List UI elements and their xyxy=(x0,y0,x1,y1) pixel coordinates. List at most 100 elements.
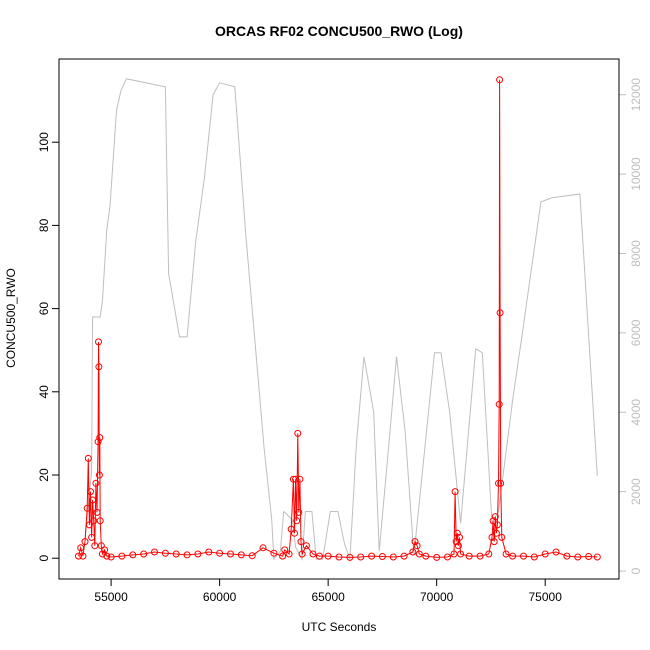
concentration-point xyxy=(83,504,91,512)
concentration-point xyxy=(248,552,256,560)
concentration-point xyxy=(498,533,506,541)
concentration-point xyxy=(227,550,234,558)
concentration-point xyxy=(95,363,103,371)
concentration-point xyxy=(496,76,504,84)
y-tick-label: 60 xyxy=(37,302,51,316)
concentration-point xyxy=(491,513,499,521)
concentration-point xyxy=(89,496,97,504)
concentration-point xyxy=(97,542,105,550)
x-tick-label: 75000 xyxy=(529,590,563,604)
concentration-point xyxy=(465,552,473,560)
altitude-series xyxy=(84,78,598,561)
y2-tick-label: 10000 xyxy=(629,157,643,191)
concentration-point xyxy=(496,309,504,317)
concentration-point xyxy=(488,533,496,541)
concentration-point xyxy=(92,479,100,487)
concentration-point xyxy=(88,533,96,541)
concentration-point xyxy=(563,552,571,560)
concentration-point xyxy=(296,475,304,483)
concentration-point xyxy=(409,548,417,556)
concentration-point xyxy=(444,553,451,561)
concentration-point xyxy=(530,553,538,561)
concentration-point xyxy=(94,438,102,446)
concentration-point xyxy=(585,553,593,560)
concentration-point xyxy=(95,338,102,346)
concentration-point xyxy=(85,521,93,529)
concentration-point xyxy=(292,475,300,483)
concentration-point xyxy=(357,553,365,561)
concentration-point xyxy=(492,529,500,537)
y2-tick-label: 0 xyxy=(629,567,643,574)
concentration-point xyxy=(79,552,87,560)
y2-tick-label: 6000 xyxy=(629,319,643,346)
concentration-point xyxy=(422,552,430,560)
concentration-point xyxy=(270,549,278,557)
concentration-point xyxy=(335,553,343,561)
x-tick-label: 60000 xyxy=(203,590,237,604)
concentration-point xyxy=(316,552,323,560)
concentration-point xyxy=(285,550,293,558)
concentration-point xyxy=(103,552,111,560)
concentration-point xyxy=(95,471,103,479)
concentration-point xyxy=(151,548,158,556)
concentration-point xyxy=(216,549,224,557)
concentration-point xyxy=(107,553,115,561)
concentration-point xyxy=(161,549,169,557)
x-axis-label: UTC Seconds xyxy=(302,620,377,634)
concentration-point xyxy=(346,553,354,561)
concentration-point xyxy=(324,552,332,560)
concentration-point xyxy=(297,538,305,546)
concentration-point xyxy=(389,553,397,561)
concentration-point xyxy=(96,434,104,442)
concentration-point xyxy=(378,553,386,560)
concentration-point xyxy=(368,552,376,560)
concentration-point xyxy=(194,550,202,558)
concentration-point xyxy=(293,517,301,525)
concentration-series xyxy=(75,76,601,561)
concentration-point xyxy=(489,517,497,525)
concentration-point xyxy=(172,550,180,558)
concentration-point xyxy=(205,548,213,556)
concentration-point xyxy=(101,546,109,554)
concentration-point xyxy=(302,542,310,550)
y-tick-label: 80 xyxy=(37,218,51,232)
concentration-point xyxy=(294,429,302,437)
concentration-point xyxy=(298,550,306,558)
y-tick-label: 100 xyxy=(37,132,51,152)
concentration-point xyxy=(96,517,104,525)
concentration-point xyxy=(493,521,501,529)
concentration-point xyxy=(552,548,560,556)
concentration-point xyxy=(259,544,267,552)
y2-tick-label: 4000 xyxy=(629,399,643,426)
concentration-point xyxy=(574,553,582,561)
concentration-point xyxy=(497,479,505,487)
concentration-point xyxy=(454,542,462,550)
y2-tick-label: 8000 xyxy=(629,240,643,267)
concentration-point xyxy=(84,454,92,462)
concentration-point xyxy=(490,538,498,546)
y-tick-label: 40 xyxy=(37,385,51,399)
concentration-point xyxy=(411,538,419,546)
y-axis-label: CONCU500_RWO xyxy=(4,268,18,368)
concentration-point xyxy=(309,550,317,558)
y-tick-label: 20 xyxy=(37,468,51,482)
concentration-point xyxy=(183,551,191,559)
concentration-point xyxy=(509,552,517,560)
concentration-line xyxy=(78,79,598,558)
concentration-point xyxy=(495,400,503,408)
concentration-point xyxy=(81,538,89,546)
concentration-point xyxy=(593,553,601,561)
concentration-point xyxy=(281,546,289,554)
concentration-point xyxy=(291,529,298,537)
concentration-point xyxy=(453,529,461,537)
concentration-point xyxy=(433,553,441,561)
concentration-point xyxy=(502,550,510,558)
x-tick-label: 65000 xyxy=(311,590,345,604)
concentration-point xyxy=(450,550,458,558)
concentration-point xyxy=(295,508,303,516)
concentration-point xyxy=(98,550,106,558)
plot-frame xyxy=(58,58,620,580)
concentration-point xyxy=(279,552,287,560)
y2-tick-label: 12000 xyxy=(629,78,643,112)
